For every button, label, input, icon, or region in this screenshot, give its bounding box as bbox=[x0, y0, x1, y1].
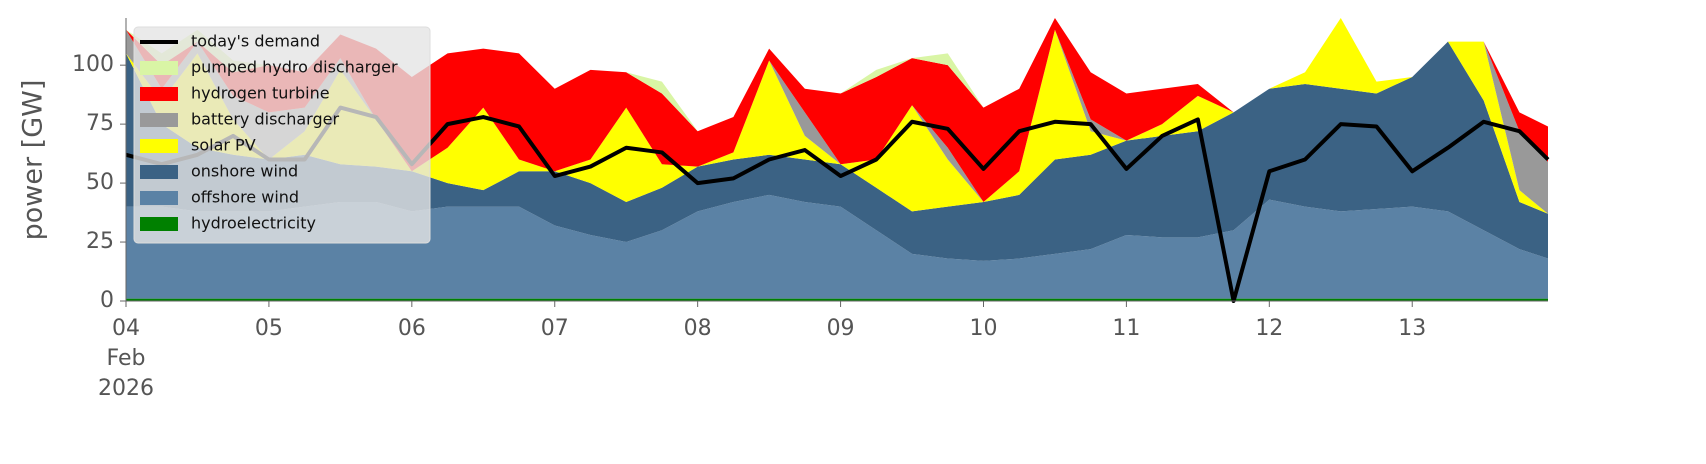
area bbox=[126, 298, 1548, 301]
x-tick-sublabel: 2026 bbox=[98, 376, 154, 401]
legend-label: battery discharger bbox=[191, 110, 339, 129]
x-tick-label: 07 bbox=[541, 316, 569, 341]
legend-label: onshore wind bbox=[191, 162, 298, 181]
x-tick-label: 05 bbox=[255, 316, 283, 341]
y-tick-label: 100 bbox=[72, 52, 114, 77]
legend-label: offshore wind bbox=[191, 188, 299, 207]
x-tick-sublabel: Feb bbox=[107, 346, 146, 371]
x-tick-label: 13 bbox=[1398, 316, 1426, 341]
legend-label: hydrogen turbine bbox=[191, 84, 330, 103]
x-tick-label: 12 bbox=[1255, 316, 1283, 341]
y-axis-label: power [GW] bbox=[18, 80, 49, 241]
x-tick-label: 08 bbox=[684, 316, 712, 341]
x-tick-label: 09 bbox=[827, 316, 855, 341]
legend: today's demand pumped hydro discharger hyd… bbox=[133, 26, 431, 244]
x-tick-label: 04 bbox=[112, 316, 140, 341]
legend-label: hydroelectricity bbox=[191, 214, 316, 233]
legend-box bbox=[133, 26, 431, 244]
x-tick-label: 10 bbox=[969, 316, 997, 341]
legend-label: solar PV bbox=[191, 136, 256, 155]
x-tick-label: 06 bbox=[398, 316, 426, 341]
y-tick-label: 50 bbox=[86, 170, 114, 195]
area bbox=[126, 18, 1548, 202]
y-tick-label: 25 bbox=[86, 229, 114, 254]
x-tick-label: 11 bbox=[1112, 316, 1140, 341]
area bbox=[126, 41, 1548, 261]
legend-swatch bbox=[140, 113, 178, 127]
legend-swatch bbox=[140, 61, 178, 75]
legend-swatch bbox=[140, 139, 178, 153]
y-tick-label: 75 bbox=[86, 111, 114, 136]
legend-swatch bbox=[140, 191, 178, 205]
legend-label: today's demand bbox=[191, 32, 320, 51]
legend-swatch bbox=[140, 217, 178, 231]
legend-label: pumped hydro discharger bbox=[191, 58, 398, 77]
legend-swatch bbox=[140, 165, 178, 179]
area bbox=[126, 194, 1548, 299]
y-tick-label: 0 bbox=[100, 288, 114, 313]
legend-swatch bbox=[140, 87, 178, 101]
area bbox=[126, 18, 1548, 214]
